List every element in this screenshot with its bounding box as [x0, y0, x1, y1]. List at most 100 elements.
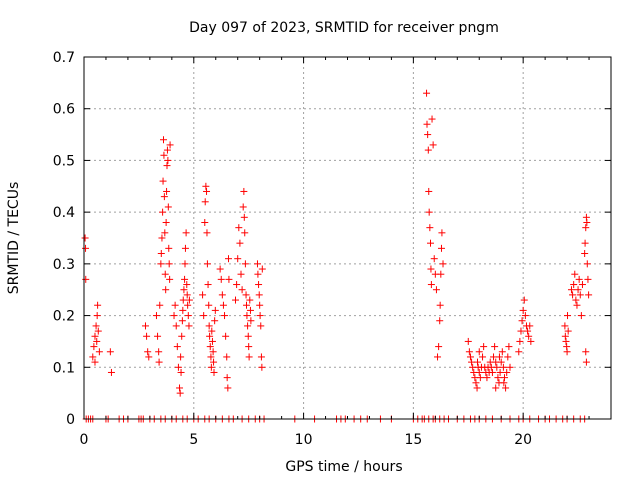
data-point — [184, 301, 192, 309]
data-point — [465, 348, 473, 356]
data-point — [178, 317, 186, 325]
data-point — [217, 275, 225, 283]
data-point — [222, 332, 230, 340]
data-point — [582, 358, 590, 366]
data-points — [81, 89, 593, 423]
data-point — [583, 218, 591, 226]
data-point — [427, 265, 435, 273]
data-point — [161, 229, 169, 237]
data-point — [256, 301, 264, 309]
y-tick-label: 0 — [66, 412, 75, 428]
data-point — [243, 312, 251, 320]
data-point — [424, 131, 432, 139]
data-point — [160, 151, 168, 159]
data-point — [181, 275, 189, 283]
data-point — [430, 255, 438, 263]
data-point — [473, 384, 481, 392]
y-tick-label: 0.4 — [53, 205, 75, 221]
data-point — [501, 374, 509, 382]
data-point — [488, 368, 496, 376]
data-point — [475, 368, 483, 376]
data-point — [185, 296, 193, 304]
data-point — [480, 343, 488, 351]
data-point — [107, 368, 115, 376]
data-point — [425, 187, 433, 195]
data-point — [502, 384, 510, 392]
data-point — [423, 120, 431, 128]
data-point — [201, 218, 209, 226]
data-point — [582, 224, 590, 232]
data-point — [161, 270, 169, 278]
data-point — [158, 234, 166, 242]
data-point — [242, 291, 250, 299]
data-point — [473, 358, 481, 366]
data-point — [505, 343, 513, 351]
data-point — [145, 353, 153, 361]
data-point — [569, 291, 577, 299]
data-point — [429, 141, 437, 149]
data-point — [89, 353, 97, 361]
data-point — [438, 229, 446, 237]
data-point — [584, 275, 592, 283]
data-point — [583, 260, 591, 268]
data-point — [255, 291, 263, 299]
x-tick-label: 10 — [295, 432, 313, 448]
data-point — [156, 301, 164, 309]
data-point — [424, 146, 432, 154]
data-point — [177, 353, 185, 361]
data-point — [162, 286, 170, 294]
data-point — [427, 281, 435, 289]
data-point — [207, 363, 215, 371]
data-point — [157, 260, 165, 268]
data-point — [171, 301, 179, 309]
data-point — [577, 312, 585, 320]
data-point — [208, 327, 216, 335]
data-point — [472, 379, 480, 387]
data-point — [500, 379, 508, 387]
data-point — [490, 353, 498, 361]
y-tick-label: 0.6 — [53, 102, 75, 118]
data-point — [176, 389, 184, 397]
data-point — [159, 136, 167, 144]
data-point — [581, 250, 589, 258]
data-point — [564, 327, 572, 335]
data-point — [235, 224, 243, 232]
data-point — [518, 317, 526, 325]
data-point — [203, 187, 211, 195]
data-point — [240, 213, 248, 221]
data-point — [219, 301, 227, 309]
y-tick-label: 0.1 — [53, 360, 75, 376]
grid — [84, 57, 611, 419]
data-point — [255, 281, 263, 289]
data-point — [106, 348, 114, 356]
data-point — [184, 312, 192, 320]
data-point — [479, 353, 487, 361]
data-point — [152, 312, 160, 320]
data-point — [177, 368, 185, 376]
data-point — [181, 260, 189, 268]
data-point — [468, 358, 476, 366]
data-point — [204, 281, 212, 289]
x-tick-label: 20 — [514, 432, 532, 448]
data-point — [144, 348, 152, 356]
data-point — [91, 358, 99, 366]
data-point — [218, 291, 226, 299]
data-point — [221, 312, 229, 320]
axis-ticks: 0 0.1 0.2 0.3 0.4 0.5 0.6 0.7 0 5 10 15 20 — [53, 50, 612, 448]
data-point — [567, 286, 575, 294]
data-point — [216, 265, 224, 273]
data-point — [464, 337, 472, 345]
data-point — [581, 239, 589, 247]
y-tick-label: 0.7 — [53, 50, 75, 66]
y-tick-label: 0.5 — [53, 153, 75, 169]
data-point — [428, 115, 436, 123]
data-point — [163, 187, 171, 195]
data-point — [183, 291, 191, 299]
data-point — [163, 162, 171, 170]
y-tick-label: 0.2 — [53, 309, 75, 325]
data-point — [93, 337, 101, 345]
data-point — [570, 281, 578, 289]
data-point — [202, 182, 210, 190]
